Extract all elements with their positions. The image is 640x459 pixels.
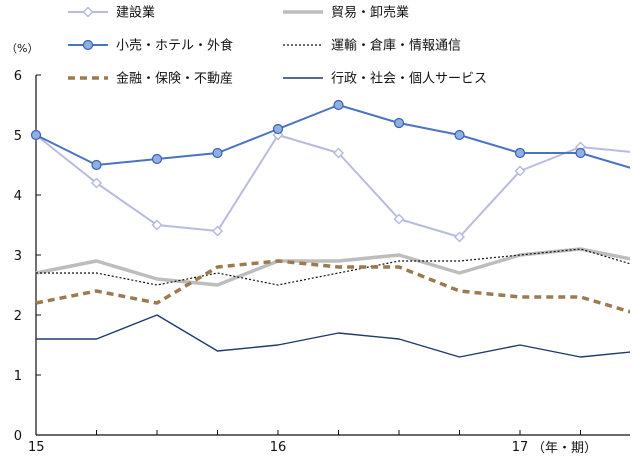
legend-marker — [82, 6, 94, 18]
data-point — [514, 147, 526, 159]
data-point — [212, 147, 223, 159]
y-tick-label: 4 — [14, 189, 22, 204]
y-axis-label: （%） — [6, 42, 38, 55]
data-point — [514, 165, 526, 177]
data-point — [393, 117, 405, 129]
y-tick-label: 1 — [14, 369, 22, 384]
x-tick-label: 16 — [270, 440, 287, 455]
series-line — [35, 259, 630, 314]
legend-item: 貿易・卸売業 — [283, 5, 409, 21]
data-point — [332, 147, 345, 159]
legend-marker — [82, 39, 94, 51]
legend-item: 建設業 — [68, 5, 155, 21]
y-tick-label: 5 — [14, 129, 22, 144]
data-point — [453, 231, 466, 243]
legend-label: 貿易・卸売業 — [331, 5, 409, 21]
data-point — [151, 153, 163, 165]
y-axis: 0 1 2 3 4 5 6 — [14, 69, 41, 444]
y-tick-label: 0 — [14, 429, 22, 444]
legend-label: 建設業 — [116, 5, 155, 21]
data-point — [454, 129, 465, 141]
legend-label: 運輸・倉庫・情報通信 — [331, 39, 461, 54]
y-tick-label: 3 — [14, 249, 22, 264]
series — [35, 259, 630, 314]
series — [36, 314, 630, 358]
legend-label: 金融・保険・不動産 — [116, 71, 233, 87]
y-tick-label: 6 — [14, 69, 22, 84]
data-point — [211, 225, 224, 237]
legend-item: 行政・社会・個人サービス — [283, 71, 487, 87]
data-point — [575, 147, 586, 159]
legend-item: 小売・ホテル・外食 — [68, 38, 233, 54]
data-point — [90, 177, 103, 189]
legend-item: 運輸・倉庫・情報通信 — [283, 39, 461, 54]
x-tick-label: 17 — [512, 440, 529, 455]
data-point — [30, 129, 42, 141]
x-axis-label: （年・期） — [532, 441, 597, 456]
data-point — [393, 213, 405, 225]
series-line — [35, 247, 630, 287]
plot-area — [30, 99, 630, 358]
x-tick-label: 15 — [28, 440, 45, 455]
series-group — [30, 99, 630, 358]
data-point — [151, 219, 163, 231]
series-line — [36, 314, 630, 358]
series — [35, 247, 630, 287]
data-point — [333, 99, 344, 111]
series — [30, 129, 630, 243]
legend-label: 小売・ホテル・外食 — [116, 38, 233, 54]
data-point — [272, 123, 284, 135]
series — [36, 248, 630, 286]
y-tick-label: 2 — [14, 309, 22, 324]
series-line — [35, 104, 630, 169]
x-axis: 15 16 17 — [28, 430, 630, 455]
data-point — [91, 159, 102, 171]
series — [30, 99, 630, 171]
series-line — [36, 248, 630, 286]
legend-item: 金融・保険・不動産 — [68, 71, 233, 87]
legend-label: 行政・社会・個人サービス — [331, 71, 487, 87]
